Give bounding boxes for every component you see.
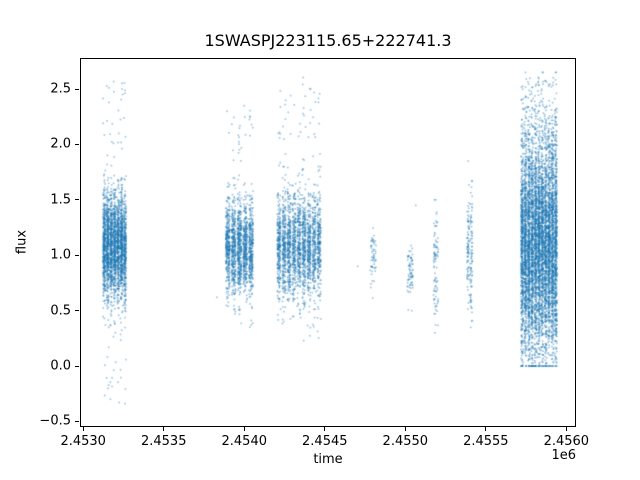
- x-tick-label: 2.4550: [382, 434, 429, 449]
- x-tick-mark: [324, 427, 326, 431]
- x-tick-label: 2.4545: [302, 434, 348, 449]
- y-tick-mark: [75, 310, 79, 312]
- y-tick-label: 2.5: [50, 81, 71, 97]
- x-tick-label: 2.4540: [221, 434, 268, 449]
- x-tick-label: 2.4530: [60, 434, 106, 449]
- x-tick-label: 2.4535: [140, 434, 187, 449]
- x-tick-label: 2.4560: [543, 434, 590, 449]
- x-tick-mark: [404, 427, 406, 431]
- x-tick-mark: [565, 427, 567, 431]
- y-axis-label: flux: [14, 229, 30, 255]
- y-tick-label: 2.0: [50, 136, 71, 152]
- y-tick-label: 0.0: [50, 358, 71, 374]
- y-tick-label: 0.5: [50, 303, 71, 319]
- x-tick-mark: [163, 427, 165, 431]
- x-axis-label: time: [313, 452, 343, 467]
- x-tick-mark: [82, 427, 84, 431]
- chart-title: 1SWASPJ223115.65+222741.3: [204, 31, 452, 50]
- y-tick-mark: [75, 88, 79, 90]
- y-tick-mark: [75, 420, 79, 422]
- x-tick-mark: [485, 427, 487, 431]
- x-tick-label: 2.4555: [463, 434, 509, 449]
- y-tick-mark: [75, 254, 79, 256]
- x-tick-mark: [243, 427, 245, 431]
- y-tick-mark: [75, 143, 79, 145]
- y-tick-label: 1.5: [50, 192, 71, 208]
- scatter-points-canvas: [80, 58, 576, 427]
- y-tick-mark: [75, 365, 79, 367]
- x-offset-label: 1e6: [551, 448, 576, 463]
- y-tick-mark: [75, 199, 79, 201]
- y-tick-label: 1.0: [50, 247, 71, 263]
- y-tick-label: −0.5: [39, 413, 71, 429]
